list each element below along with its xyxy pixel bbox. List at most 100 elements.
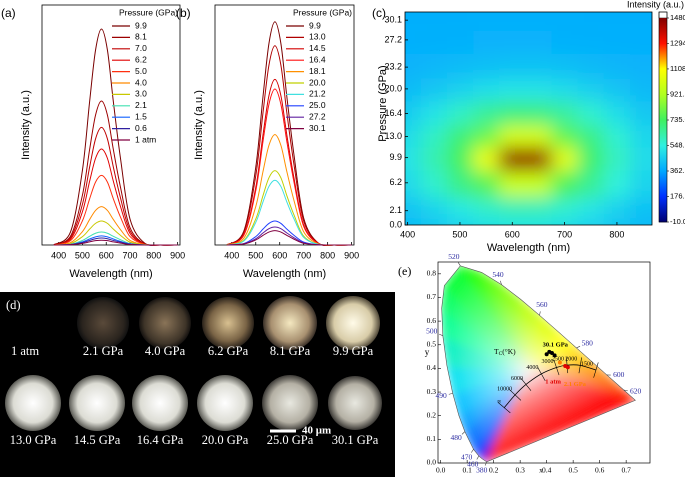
heatmap-cell [499,30,526,55]
x-tick-label: 0.2 [489,466,499,475]
colorbar-segment [659,43,667,70]
heatmap-cell [499,170,526,198]
x-axis-label: Wavelength (nm) [487,242,570,254]
heatmap-cell [630,53,652,79]
photo-caption: 9.9 GPa [333,344,374,358]
isotherm-value: 2500 [552,356,564,362]
photo-caption: 14.5 GPa [74,433,121,447]
heatmap-cell [525,101,553,126]
heatmap-cell [446,30,474,55]
heatmap-cell [603,217,631,225]
heatmap-cell [405,53,422,79]
heatmap-cell [551,101,579,126]
plot-frame [214,4,355,246]
colorbar-tick-label: 362.5 [670,166,685,175]
legend-label: 13.0 [309,32,326,42]
colorbar-segment [659,145,667,172]
x-tick-label: 900 [170,250,185,260]
isotherm-value: 3000 [541,359,553,365]
heatmap-cell [551,196,579,219]
photo-disk [139,297,191,349]
heatmap-blur [405,12,652,225]
heatmap-cell [525,217,553,225]
y-axis-label: Intensity (a.u.) [193,90,205,160]
x-tick-label: 0.5 [568,466,578,475]
y-tick-label: 0.1 [427,434,437,443]
heatmap-cell [630,217,652,225]
heatmap-cell [551,30,579,55]
x-tick-label: 500 [248,250,263,260]
heatmap-cell [420,217,448,225]
x-tick-label: 600 [99,250,114,260]
heatmap-cell [551,12,579,31]
isotherm-label: TC(°K) [494,347,516,358]
heatmap-cell [405,217,422,225]
photo-disk [328,376,382,430]
y-tick-label: 0.8 [427,269,437,278]
isotherm-value: 2000 [565,357,577,363]
locus-tick [448,392,453,395]
x-axis-label: Wavelength (nm) [69,268,152,280]
x-tick-label: 800 [320,250,335,260]
heatmap-cell [499,78,526,102]
isotherm [553,359,560,376]
gamut-fill [441,265,636,462]
wavelength-label: 470 [461,452,473,461]
chromaticity-point [549,351,554,356]
isotherm-value: ∞ [497,399,501,405]
legend-label: 3.0 [135,89,147,99]
colorbar-tick-label: 1294 [670,38,685,47]
heatmap-cell [473,53,500,79]
heatmap-cell [630,196,652,219]
legend-label: 14.5 [309,43,326,53]
colorbar-segment [659,196,667,223]
x-axis-label: x [539,466,543,475]
y-tick-label: 2.1 [389,205,402,215]
y-tick-label: 30.1 [384,15,402,25]
locus-tick [476,455,480,460]
wavelength-label: 490 [436,391,448,400]
locus-tick [457,262,461,266]
heatmap-cell [577,196,605,219]
photo-disk [69,375,125,431]
legend-label: 7.0 [135,43,147,53]
heatmap-cell [420,30,448,55]
locus-tick [439,333,443,336]
panel-label: (a) [1,6,16,20]
heatmap-cell [420,170,448,198]
heatmap-cell [499,217,526,225]
colorbar-tick-label: 1480 [670,13,685,22]
legend-label: 4.0 [135,77,147,87]
chromaticity-point [544,352,549,357]
isotherm-label-unit: (°K) [502,347,516,356]
heatmap-cell [577,147,605,171]
x-tick-label: 400 [400,229,415,239]
panel-label: (c) [372,6,386,20]
heatmap-cell [420,147,448,171]
colorbar-segment [659,18,667,44]
legend-label: 6.2 [135,54,147,64]
legend-title: Pressure (GPa) [293,7,352,17]
heatmap-cell [603,147,631,171]
legend-title: Pressure (GPa) [119,7,178,17]
y-axis-label: y [425,347,430,357]
legend-label: 20.0 [309,77,326,87]
heatmap-cell [420,53,448,79]
photo-caption: 1 atm [11,344,39,358]
colorbar-cap [658,11,668,19]
isotherm [578,357,582,374]
locus-tick [471,449,474,453]
heatmap-cell [577,12,605,31]
planckian-locus [503,364,597,408]
photo-disk [77,297,129,349]
heatmap-cell [551,217,579,225]
isotherm-value: 1500 [581,361,593,367]
heatmap-cell [405,196,422,219]
x-tick-label: 0.4 [542,466,552,475]
legend-label: 5.0 [135,66,147,76]
spectrum-line [53,28,178,246]
heatmap-cell [405,147,422,171]
isotherm [509,389,522,401]
heatmap-cell [499,53,526,79]
y-axis-label: Pressure (GPa) [377,65,389,141]
